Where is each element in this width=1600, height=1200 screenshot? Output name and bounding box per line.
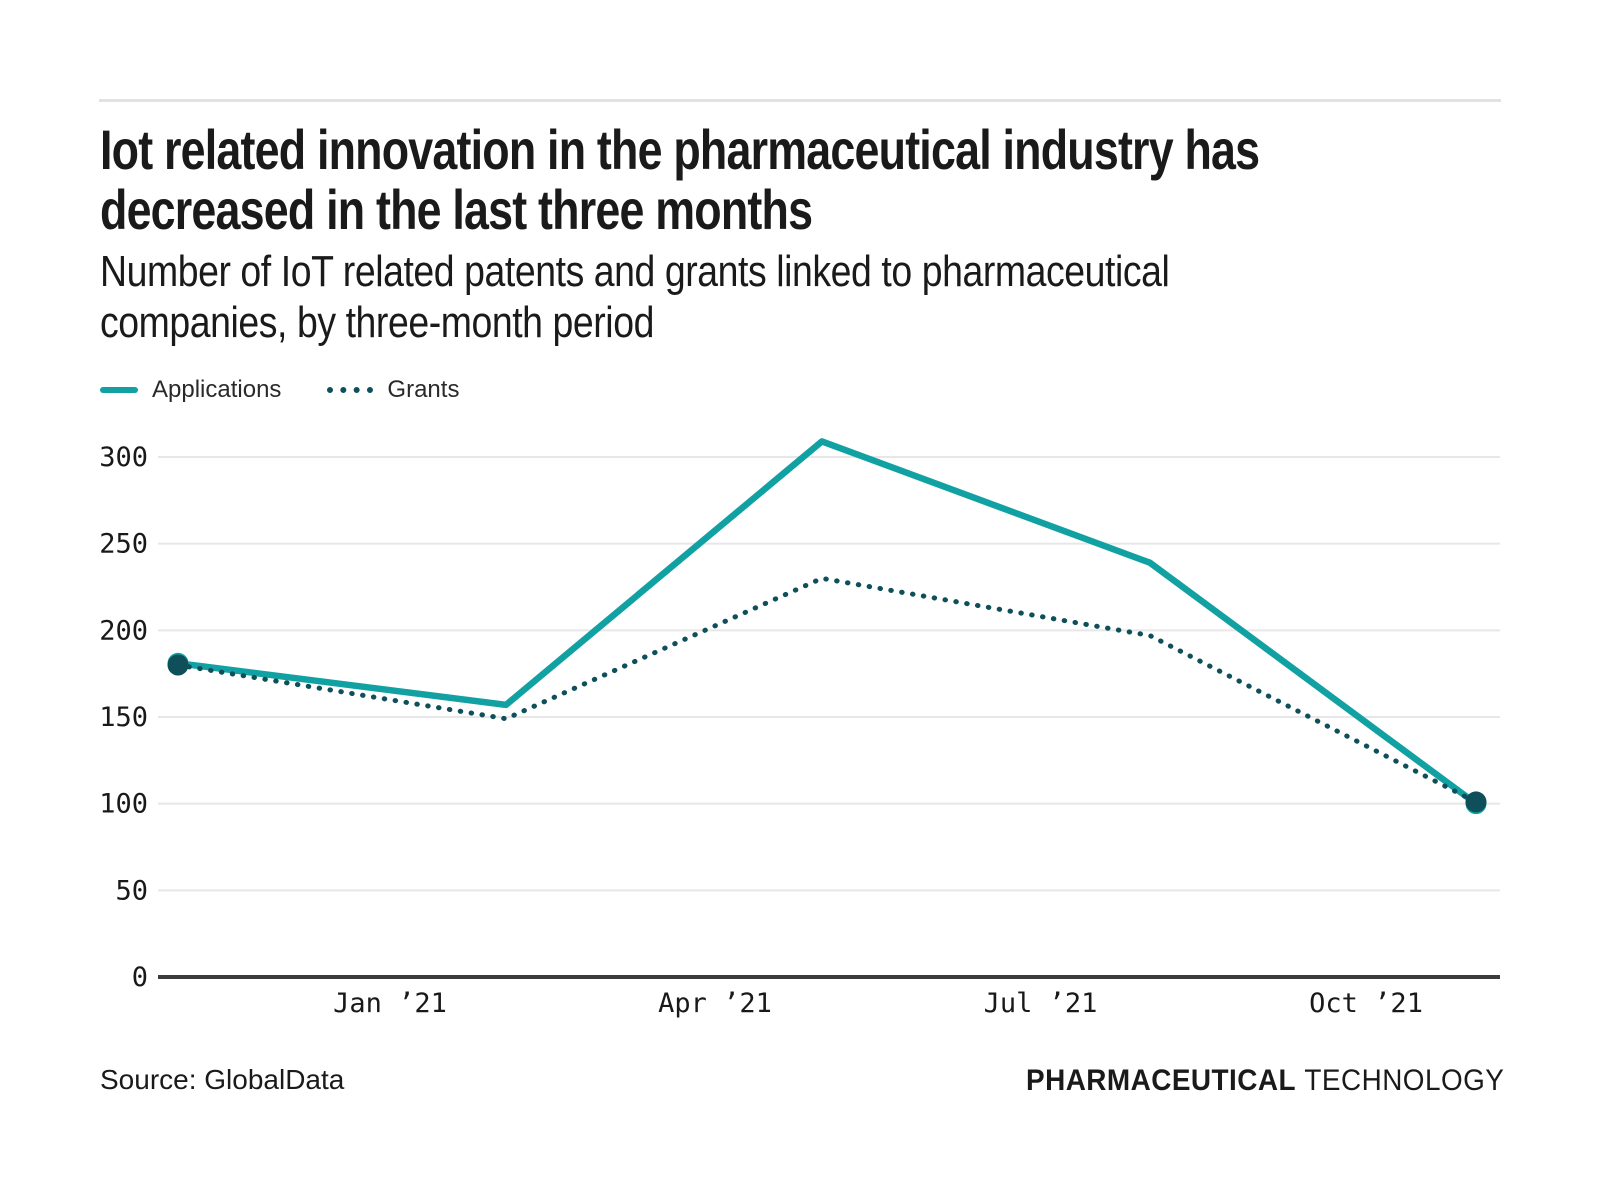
- y-tick-label: 250: [99, 529, 148, 560]
- x-tick-label: Jan ’21: [333, 988, 447, 1019]
- y-tick-label: 100: [99, 789, 148, 820]
- x-tick-label: Oct ’21: [1309, 988, 1423, 1019]
- point-marker-grants: [1465, 791, 1487, 813]
- brand-logo-bold: PHARMACEUTICAL: [1025, 1064, 1296, 1097]
- brand-logo-light: TECHNOLOGY: [1304, 1064, 1504, 1097]
- page-title: Iot related innovation in the pharmaceut…: [100, 118, 1260, 241]
- subtitle-line-1: Number of IoT related patents and grants…: [100, 247, 1170, 296]
- source-credit: Source: GlobalData: [100, 1064, 345, 1095]
- series-line-grants: [175, 575, 1479, 805]
- legend-grants-label: Grants: [387, 376, 460, 403]
- y-tick-label: 50: [115, 875, 148, 906]
- y-tick-label: 300: [99, 442, 148, 473]
- point-marker-grants: [167, 654, 189, 676]
- series-line-applications: [177, 438, 1478, 807]
- chart-subtitle: Number of IoT related patents and grants…: [100, 246, 1170, 348]
- x-tick-label: Apr ’21: [658, 988, 772, 1019]
- y-tick-label: 200: [99, 615, 148, 646]
- legend-applications-swatch: [100, 387, 138, 393]
- y-tick-label: 0: [132, 962, 148, 993]
- legend-applications-label: Applications: [152, 376, 282, 403]
- y-tick-label: 150: [99, 702, 148, 733]
- legend-grants-swatch: [327, 387, 374, 393]
- top-divider: [99, 99, 1501, 102]
- x-tick-label: Jul ’21: [984, 988, 1098, 1019]
- title-line-1: Iot related innovation in the pharmaceut…: [100, 118, 1260, 181]
- legend: Applications Grants: [100, 374, 459, 406]
- brand-logo: PHARMACEUTICAL TECHNOLOGY: [1026, 1064, 1504, 1098]
- title-line-2: decreased in the last three months: [100, 178, 813, 241]
- subtitle-line-2: companies, by three-month period: [100, 298, 654, 347]
